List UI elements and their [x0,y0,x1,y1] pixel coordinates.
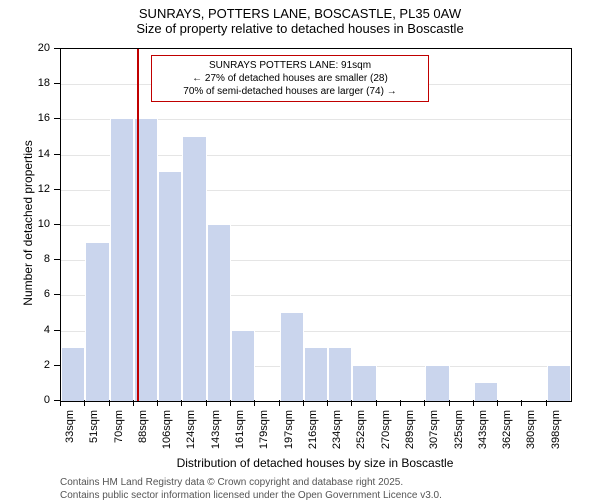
x-tick-mark [400,400,401,406]
y-tick-label: 20 [20,42,50,54]
histogram-bar [328,348,352,401]
x-tick-mark [279,400,280,406]
y-tick-mark [54,224,60,225]
histogram-bar [61,348,85,401]
x-tick-mark [230,400,231,406]
histogram-bar [110,119,134,401]
y-tick-label: 4 [20,324,50,336]
histogram-bar [547,366,571,401]
y-tick-label: 2 [20,359,50,371]
x-tick-mark [133,400,134,406]
chart-title-block: SUNRAYS, POTTERS LANE, BOSCASTLE, PL35 0… [0,0,600,36]
x-tick-mark [206,400,207,406]
y-tick-mark [54,259,60,260]
histogram-plot-area: SUNRAYS POTTERS LANE: 91sqm← 27% of deta… [60,48,572,402]
histogram-bar [425,366,449,401]
x-tick-mark [473,400,474,406]
histogram-bar [158,172,182,401]
x-tick-mark [109,400,110,406]
y-axis-label: Number of detached properties [21,123,35,323]
x-tick-mark [157,400,158,406]
histogram-bar [304,348,328,401]
y-tick-mark [54,48,60,49]
x-tick-mark [424,400,425,406]
histogram-bar [231,331,255,401]
histogram-bar [85,243,109,401]
y-tick-mark [54,294,60,295]
histogram-bar [474,383,498,401]
y-tick-mark [54,118,60,119]
x-tick-mark [181,400,182,406]
annotation-line-3: 70% of semi-detached houses are larger (… [158,85,422,98]
y-tick-mark [54,330,60,331]
title-line-2: Size of property relative to detached ho… [0,21,600,36]
y-tick-mark [54,154,60,155]
x-tick-mark [60,400,61,406]
x-tick-mark [84,400,85,406]
title-line-1: SUNRAYS, POTTERS LANE, BOSCASTLE, PL35 0… [0,6,600,21]
annotation-line-1: SUNRAYS POTTERS LANE: 91sqm [158,59,422,72]
x-tick-mark [376,400,377,406]
y-tick-mark [54,365,60,366]
x-tick-mark [351,400,352,406]
x-tick-mark [303,400,304,406]
x-tick-mark [521,400,522,406]
annotation-line-2: ← 27% of detached houses are smaller (28… [158,72,422,85]
x-axis-label: Distribution of detached houses by size … [60,456,570,470]
x-tick-mark [327,400,328,406]
x-tick-mark [497,400,498,406]
property-marker-line [137,49,139,401]
histogram-bar [352,366,376,401]
y-tick-label: 18 [20,77,50,89]
histogram-bar [280,313,304,401]
x-tick-mark [546,400,547,406]
footer-line-2: Contains public sector information licen… [60,489,442,502]
property-annotation-box: SUNRAYS POTTERS LANE: 91sqm← 27% of deta… [151,55,429,102]
y-tick-mark [54,83,60,84]
histogram-bar [207,225,231,401]
attribution-footer: Contains HM Land Registry data © Crown c… [60,476,442,502]
x-tick-mark [449,400,450,406]
y-tick-mark [54,189,60,190]
y-tick-label: 0 [20,394,50,406]
histogram-bar [182,137,206,401]
x-tick-mark [254,400,255,406]
footer-line-1: Contains HM Land Registry data © Crown c… [60,476,442,489]
